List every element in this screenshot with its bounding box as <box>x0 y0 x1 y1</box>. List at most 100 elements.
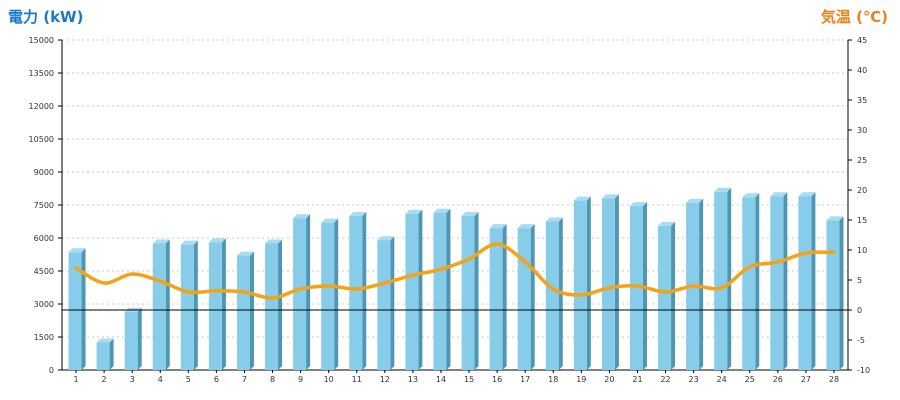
bar-top-18 <box>545 217 563 222</box>
bar-side-16 <box>502 224 507 370</box>
bar-side-26 <box>783 192 788 370</box>
bar-top-13 <box>405 209 423 214</box>
bar-front-5 <box>180 244 194 370</box>
bar-side-25 <box>755 193 760 370</box>
temperature-point-2 <box>102 281 106 285</box>
x-tick-label-20: 20 <box>604 375 614 384</box>
bar-top-9 <box>293 214 311 219</box>
bar-front-20 <box>601 198 615 370</box>
left-tick-label-3: 4500 <box>34 267 54 276</box>
x-tick-label-10: 10 <box>324 375 334 384</box>
temperature-point-9 <box>299 287 302 291</box>
right-tick-label-1: -5 <box>857 336 865 345</box>
bar-top-6 <box>208 238 226 243</box>
bar-top-28 <box>826 216 844 221</box>
bar-front-8 <box>265 243 279 370</box>
bar-front-17 <box>517 228 531 370</box>
right-axis-title: 気温 (℃) <box>820 8 888 26</box>
bar-7 <box>236 251 254 370</box>
x-tick-label-11: 11 <box>352 375 362 384</box>
bar-front-27 <box>798 196 812 370</box>
x-tick-label-24: 24 <box>717 375 727 384</box>
x-tick-label-21: 21 <box>632 375 642 384</box>
bar-front-1 <box>68 252 82 370</box>
x-tick-label-1: 1 <box>73 375 78 384</box>
temperature-point-12 <box>383 281 387 285</box>
right-tick-label-8: 30 <box>857 126 867 135</box>
left-tick-label-7: 10500 <box>29 135 54 144</box>
bar-9 <box>293 214 311 370</box>
bar-14 <box>433 208 451 370</box>
bar-front-6 <box>208 242 222 370</box>
x-tick-label-18: 18 <box>548 375 558 384</box>
bar-side-22 <box>671 221 676 370</box>
left-tick-label-10: 15000 <box>29 36 54 45</box>
temperature-point-15 <box>467 257 471 261</box>
right-tick-label-2: 0 <box>857 306 862 315</box>
bar-top-14 <box>433 208 451 213</box>
bar-side-20 <box>614 194 619 370</box>
bar-side-13 <box>418 209 423 370</box>
temperature-point-17 <box>523 260 527 264</box>
x-tick-label-13: 13 <box>408 375 418 384</box>
x-tick-label-14: 14 <box>436 375 446 384</box>
temperature-point-21 <box>636 284 639 288</box>
temperature-point-20 <box>608 286 611 289</box>
bar-front-26 <box>770 196 784 370</box>
bar-top-2 <box>96 338 114 343</box>
temperature-point-4 <box>159 280 162 283</box>
bar-top-27 <box>798 192 816 197</box>
bar-top-7 <box>236 251 254 256</box>
bar-11 <box>349 212 367 370</box>
bar-front-13 <box>405 213 419 370</box>
bar-front-2 <box>96 342 110 370</box>
right-tick-label-5: 15 <box>857 216 867 225</box>
x-tick-label-3: 3 <box>130 375 135 384</box>
bar-16 <box>489 224 507 370</box>
right-tick-label-10: 40 <box>857 66 867 75</box>
temperature-point-13 <box>411 274 415 277</box>
bar-side-11 <box>362 212 367 370</box>
x-tick-label-2: 2 <box>102 375 107 384</box>
bar-top-24 <box>714 187 732 192</box>
bar-2 <box>96 338 114 370</box>
temperature-point-23 <box>692 284 695 288</box>
x-tick-label-5: 5 <box>186 375 191 384</box>
bar-side-24 <box>727 187 732 370</box>
temperature-point-1 <box>74 266 78 270</box>
bar-side-14 <box>446 208 451 370</box>
bar-front-28 <box>826 220 840 370</box>
bar-top-12 <box>377 236 395 241</box>
bar-front-19 <box>573 200 587 370</box>
bar-front-18 <box>545 221 559 370</box>
temperature-point-3 <box>130 272 134 276</box>
bar-front-22 <box>658 225 672 370</box>
temperature-point-14 <box>439 268 443 271</box>
temperature-point-25 <box>748 265 751 268</box>
left-tick-label-1: 1500 <box>34 333 54 342</box>
bar-front-9 <box>293 218 307 370</box>
bar-side-2 <box>109 338 114 370</box>
x-tick-label-12: 12 <box>380 375 390 384</box>
x-tick-label-8: 8 <box>270 375 275 384</box>
bar-front-11 <box>349 216 363 370</box>
bar-24 <box>714 187 732 370</box>
bar-top-19 <box>573 196 591 201</box>
temperature-point-8 <box>271 296 274 300</box>
left-tick-label-9: 13500 <box>29 69 54 78</box>
temperature-point-18 <box>552 287 555 291</box>
bar-top-20 <box>601 194 619 199</box>
bar-side-3 <box>137 307 142 370</box>
temperature-point-19 <box>580 293 583 297</box>
bar-side-9 <box>306 214 311 370</box>
x-tick-label-17: 17 <box>520 375 530 384</box>
right-tick-label-11: 45 <box>857 36 867 45</box>
bar-25 <box>742 193 760 370</box>
bar-side-7 <box>249 251 254 370</box>
x-tick-label-15: 15 <box>464 375 474 384</box>
x-tick-label-27: 27 <box>801 375 811 384</box>
bar-top-23 <box>686 198 704 203</box>
bar-side-1 <box>81 248 86 370</box>
temperature-point-26 <box>776 260 780 264</box>
